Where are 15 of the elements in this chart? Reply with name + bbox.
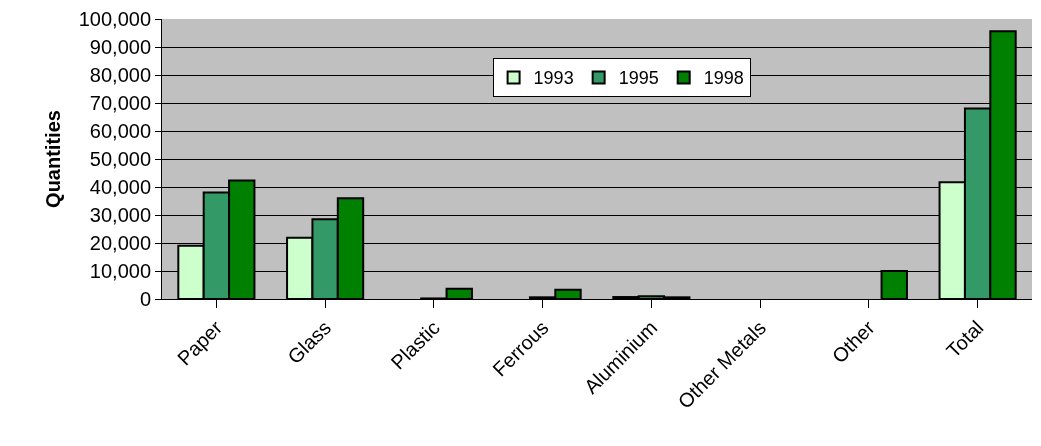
y-tick-label: 20,000 [89,232,151,254]
y-axis-title: Quantities [42,110,65,208]
legend-label: 1993 [533,68,574,89]
y-tick-label: 60,000 [89,120,151,142]
y-tick-label: 100,000 [78,8,151,30]
y-tick-label: 70,000 [89,92,151,114]
y-tick-label: 40,000 [89,176,151,198]
legend-label: 1998 [703,68,744,89]
legend-label: 1995 [618,68,659,89]
y-tick-label: 90,000 [89,36,151,58]
y-tick-label: 0 [139,288,151,310]
y-tick-label: 30,000 [89,204,151,226]
y-tick-label: 80,000 [89,64,151,86]
y-tick-label: 10,000 [89,260,151,282]
y-tick-label: 50,000 [89,148,151,170]
